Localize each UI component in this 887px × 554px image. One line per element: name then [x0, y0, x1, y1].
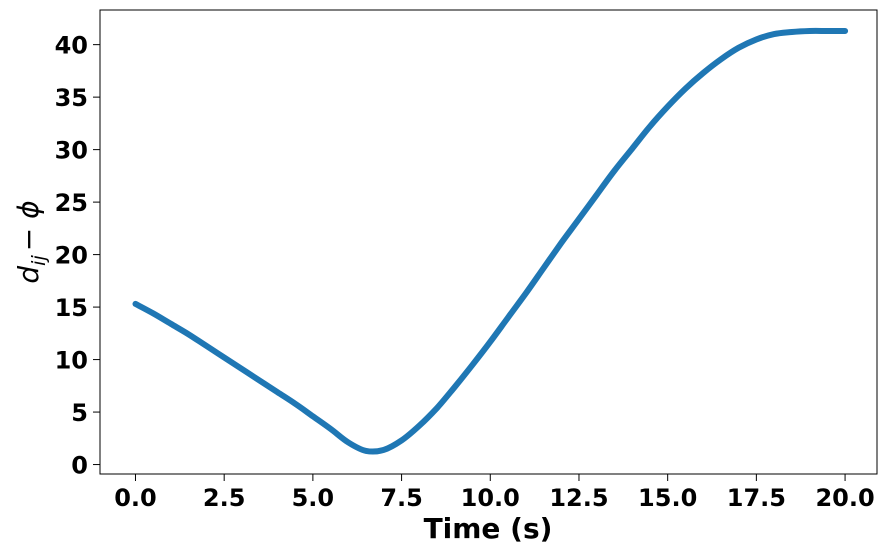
- series-line: [132, 27, 849, 455]
- y-tick-label: 10: [55, 347, 88, 375]
- y-tick-label: 0: [71, 452, 88, 480]
- y-axis-label-subscript: ij: [28, 255, 50, 266]
- y-axis-label-main: d: [12, 266, 45, 284]
- x-tick-label: 15.0: [638, 484, 697, 512]
- y-tick-label: 5: [71, 399, 88, 427]
- x-axis-label: Time (s): [424, 512, 553, 545]
- x-tick-label: 12.5: [549, 484, 608, 512]
- y-axis-label: dij − ϕ: [12, 200, 50, 283]
- x-tick-label: 2.5: [203, 484, 246, 512]
- y-tick-label: 15: [55, 294, 88, 322]
- y-tick-label: 25: [55, 189, 88, 217]
- x-tick-label: 17.5: [727, 484, 786, 512]
- y-tick-label: 20: [55, 242, 88, 270]
- plot-area-frame: [99, 9, 878, 475]
- x-tick-label: 7.5: [380, 484, 423, 512]
- y-axis-ticks: 0 5 10 15 20 25 30 35 40: [55, 32, 100, 480]
- y-tick-label: 30: [55, 137, 88, 165]
- x-axis-ticks: 0.0 2.5 5.0 7.5 10.0 12.5 15.0 17.5 20.0: [114, 474, 875, 512]
- y-tick-label: 35: [55, 84, 88, 112]
- x-tick-label: 0.0: [114, 484, 157, 512]
- y-tick-label: 40: [55, 32, 88, 60]
- y-axis-label-rest: − ϕ: [12, 200, 45, 251]
- x-tick-label: 5.0: [292, 484, 335, 512]
- x-tick-label: 10.0: [461, 484, 520, 512]
- x-tick-label: 20.0: [815, 484, 874, 512]
